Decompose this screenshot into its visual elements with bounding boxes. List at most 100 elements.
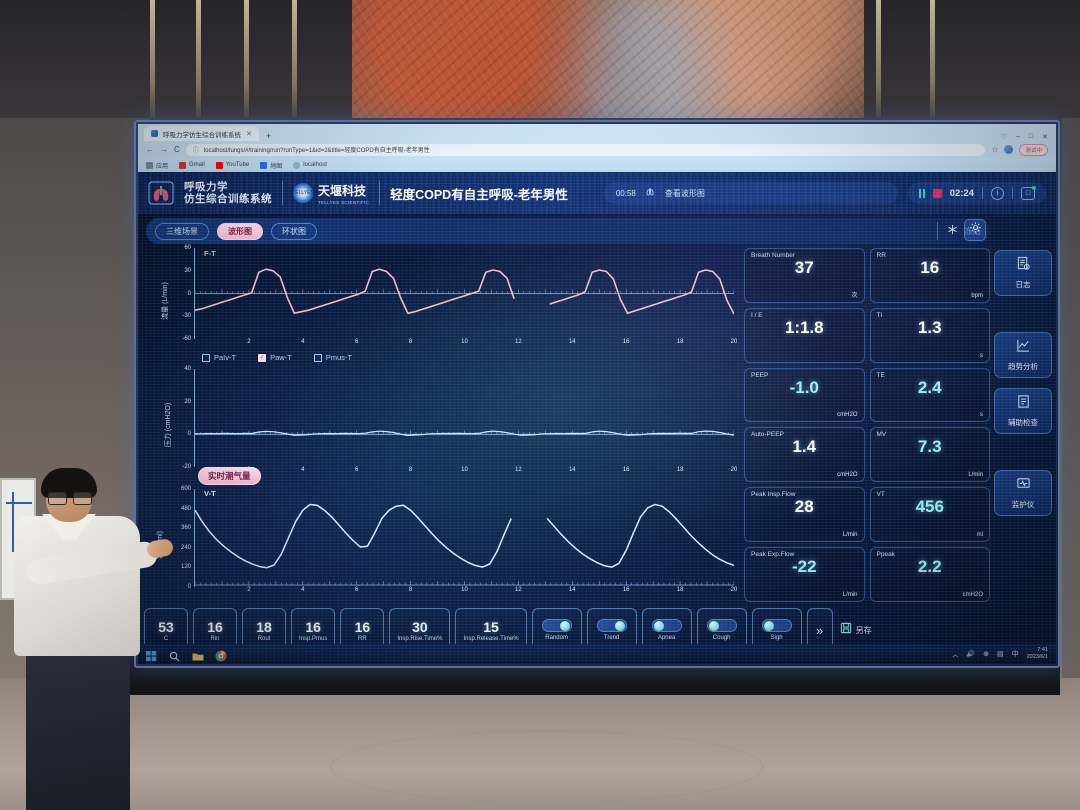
chrome-icon[interactable] — [215, 649, 227, 661]
bookmark-star-icon[interactable]: ☆ — [991, 145, 999, 154]
clipboard-icon — [1016, 394, 1031, 414]
session-status-bar[interactable]: 00:58 查看波形图 — [603, 182, 898, 204]
profile-avatar[interactable] — [1004, 145, 1014, 154]
parameter-value: -22 — [791, 557, 817, 577]
parameter-card[interactable]: Breath Number 37 次 — [744, 248, 865, 303]
chart-yticks: 0 120 240 360 480 600 — [164, 486, 194, 590]
parameter-card[interactable]: VT 456 ml — [869, 487, 990, 543]
tab-ring-chart[interactable]: 环状图 — [271, 222, 317, 240]
toggle-switch[interactable] — [706, 619, 737, 632]
close-icon[interactable]: ✕ — [246, 130, 252, 138]
save-icon — [840, 621, 852, 639]
parameter-key: Breath Number — [751, 252, 796, 259]
checkbox-palv[interactable] — [202, 353, 210, 362]
toggle-switch[interactable] — [541, 619, 572, 632]
snapshot-icon[interactable]: □ — [1021, 185, 1036, 200]
xtick-label: 12 — [515, 467, 522, 473]
close-window-button[interactable]: ✕ — [1042, 134, 1048, 141]
bookmark-item-youtube[interactable]: YouTube — [215, 161, 249, 169]
folder-icon[interactable] — [192, 649, 204, 660]
company-name: 天堰科技 — [318, 183, 367, 198]
extension-badge[interactable]: 测试中 — [1019, 143, 1048, 156]
parameter-card[interactable]: RR 16 bpm — [869, 248, 990, 303]
toggle-switch[interactable] — [761, 619, 792, 632]
back-icon[interactable]: ← — [146, 145, 154, 154]
ytick-label: 480 — [180, 505, 191, 512]
site-info-icon[interactable]: ⓘ — [192, 148, 199, 154]
xtick-label: 10 — [461, 467, 468, 473]
maps-icon — [260, 161, 268, 169]
system-tray: ︿ 🔊 ⊕ ▤ 中 7:41 2023/6/1 — [952, 647, 1048, 661]
legend-item-palv[interactable]: PaIv-T — [202, 353, 236, 362]
bookmark-item-apps[interactable]: 应用 — [146, 161, 168, 170]
view-waveform-label[interactable]: 查看波形图 — [664, 188, 705, 198]
parameter-card[interactable]: Peak Insp.Flow 28 L/min — [744, 487, 865, 543]
settings-button[interactable] — [964, 219, 986, 241]
tidal-volume-badge[interactable]: 实时潮气量 — [198, 467, 261, 485]
chart-flow-time: 流量 (L/min) -60 -30 0 30 60 F-T 2 4 6 8 10 12 14 16 1… — [146, 245, 738, 353]
chart-plot-area — [195, 489, 734, 587]
minimize-button[interactable]: – — [1015, 133, 1020, 140]
bottom-number-label: Rin — [210, 635, 220, 642]
reload-icon[interactable]: C — [174, 145, 180, 154]
xtick-label: 6 — [355, 587, 359, 593]
checkbox-paw[interactable]: ✓ — [258, 353, 267, 362]
checkbox-pmus[interactable] — [313, 353, 322, 362]
parameter-card[interactable]: Ppeak 2.2 cmH2O — [869, 547, 990, 602]
bottom-number-value: 16 — [305, 618, 321, 635]
windows-icon[interactable] — [146, 649, 157, 661]
bookmark-item-gmail[interactable]: Gmail — [179, 161, 205, 169]
rail-item-log[interactable]: 日志 — [994, 250, 1052, 296]
chart-yaxis — [194, 248, 195, 339]
toggle-switch[interactable] — [596, 619, 627, 632]
parameter-card[interactable]: Peak Exp.Flow -22 L/min — [744, 547, 865, 602]
brand-block: 呼吸力学 仿生综合训练系统 — [184, 181, 272, 205]
tab-3d-scene[interactable]: 三维场景 — [155, 222, 209, 240]
toggle-label: Cough — [712, 635, 731, 641]
parameter-card[interactable]: MV 7.3 L/min — [869, 427, 990, 483]
bookmark-label: 应用 — [156, 163, 169, 170]
legend-item-paw[interactable]: ✓ Paw-T — [258, 353, 292, 362]
bottom-number-value: 16 — [207, 618, 223, 635]
new-tab-button[interactable]: + — [265, 131, 272, 141]
pause-icon[interactable] — [918, 188, 925, 198]
parameter-card[interactable]: I / E 1:1.8 — [744, 307, 865, 363]
rail-item-auxiliary-exam[interactable]: 辅助检查 — [994, 388, 1052, 434]
browser-tab[interactable]: 呼吸力学仿生综合训练系统 ✕ — [144, 126, 259, 141]
ime-icon[interactable]: 中 — [1011, 651, 1019, 658]
bookmark-item-localhost[interactable]: localhost — [293, 161, 327, 169]
maximize-button[interactable]: □ — [1028, 133, 1034, 140]
parameter-card[interactable]: TI 1.3 s — [869, 307, 990, 363]
xtick-label: 16 — [622, 467, 630, 473]
ytick-label: 0 — [187, 431, 191, 438]
tab-waveform[interactable]: 波形图 — [217, 222, 263, 240]
taskbar-clock[interactable]: 7:41 2023/6/1 — [1027, 647, 1048, 661]
ytick-label: 30 — [184, 267, 191, 274]
toggle-switch[interactable] — [651, 619, 682, 632]
speaker-icon[interactable]: 🔊 — [966, 651, 976, 658]
parameter-key: VT — [876, 491, 885, 499]
app-body: 三维场景 波形图 环状图 冻结 — [138, 214, 1056, 664]
save-as-button[interactable]: 另存 — [840, 621, 872, 639]
notification-icon[interactable]: ▤ — [996, 651, 1004, 658]
search-icon[interactable] — [169, 649, 180, 661]
parameter-card[interactable]: Auto-PEEP 1.4 cmH2O — [744, 427, 865, 483]
xtick-label: 14 — [568, 467, 576, 473]
legend-item-pmus[interactable]: Pmus-T — [313, 353, 352, 362]
parameter-card[interactable]: PEEP -1.0 cmH2O — [744, 367, 865, 423]
parameter-card[interactable]: TE 2.4 s — [869, 367, 990, 423]
network-icon[interactable]: ⊕ — [983, 651, 989, 658]
forward-icon[interactable]: → — [160, 145, 168, 154]
app-header: 呼吸力学 仿生综合训练系统 TELLYES 天堰科技 TELLYES SCIEN… — [138, 172, 1056, 214]
heart-icon[interactable]: ♡ — [1000, 134, 1007, 141]
rail-item-trend-analysis[interactable]: 趋势分析 — [994, 332, 1052, 378]
url-bar[interactable]: ⓘ localhost/lungs/#/training/run?runType… — [185, 143, 986, 156]
parameter-key: PEEP — [751, 371, 769, 379]
rail-item-monitor[interactable]: 监护仪 — [994, 470, 1052, 516]
chevron-up-icon[interactable]: ︿ — [952, 652, 959, 659]
stop-record-icon[interactable] — [932, 188, 942, 198]
bookmark-item-maps[interactable]: 地图 — [260, 161, 282, 170]
info-icon[interactable]: i — [991, 186, 1004, 200]
xtick-label: 4 — [301, 587, 305, 593]
